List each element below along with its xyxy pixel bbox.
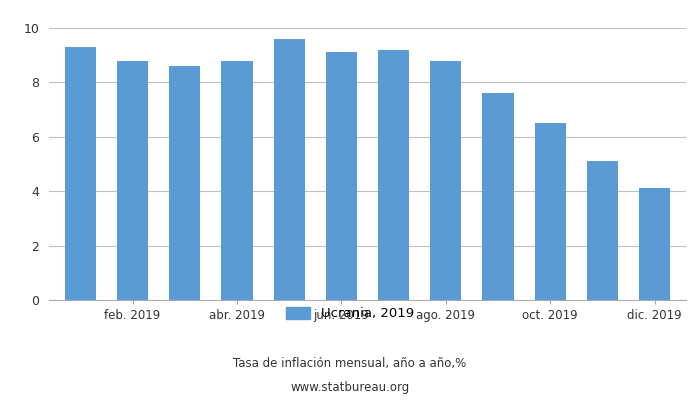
Bar [378, 50, 409, 300]
Bar [639, 188, 671, 300]
Bar [274, 39, 304, 300]
Bar [326, 52, 357, 300]
Bar [482, 93, 514, 300]
Bar [64, 47, 96, 300]
Text: Tasa de inflación mensual, año a año,%: Tasa de inflación mensual, año a año,% [233, 358, 467, 370]
Legend: Ucrania, 2019: Ucrania, 2019 [281, 302, 419, 326]
Text: www.statbureau.org: www.statbureau.org [290, 382, 410, 394]
Bar [117, 61, 148, 300]
Bar [430, 61, 461, 300]
Bar [535, 123, 566, 300]
Bar [169, 66, 200, 300]
Bar [587, 161, 618, 300]
Bar [221, 61, 253, 300]
